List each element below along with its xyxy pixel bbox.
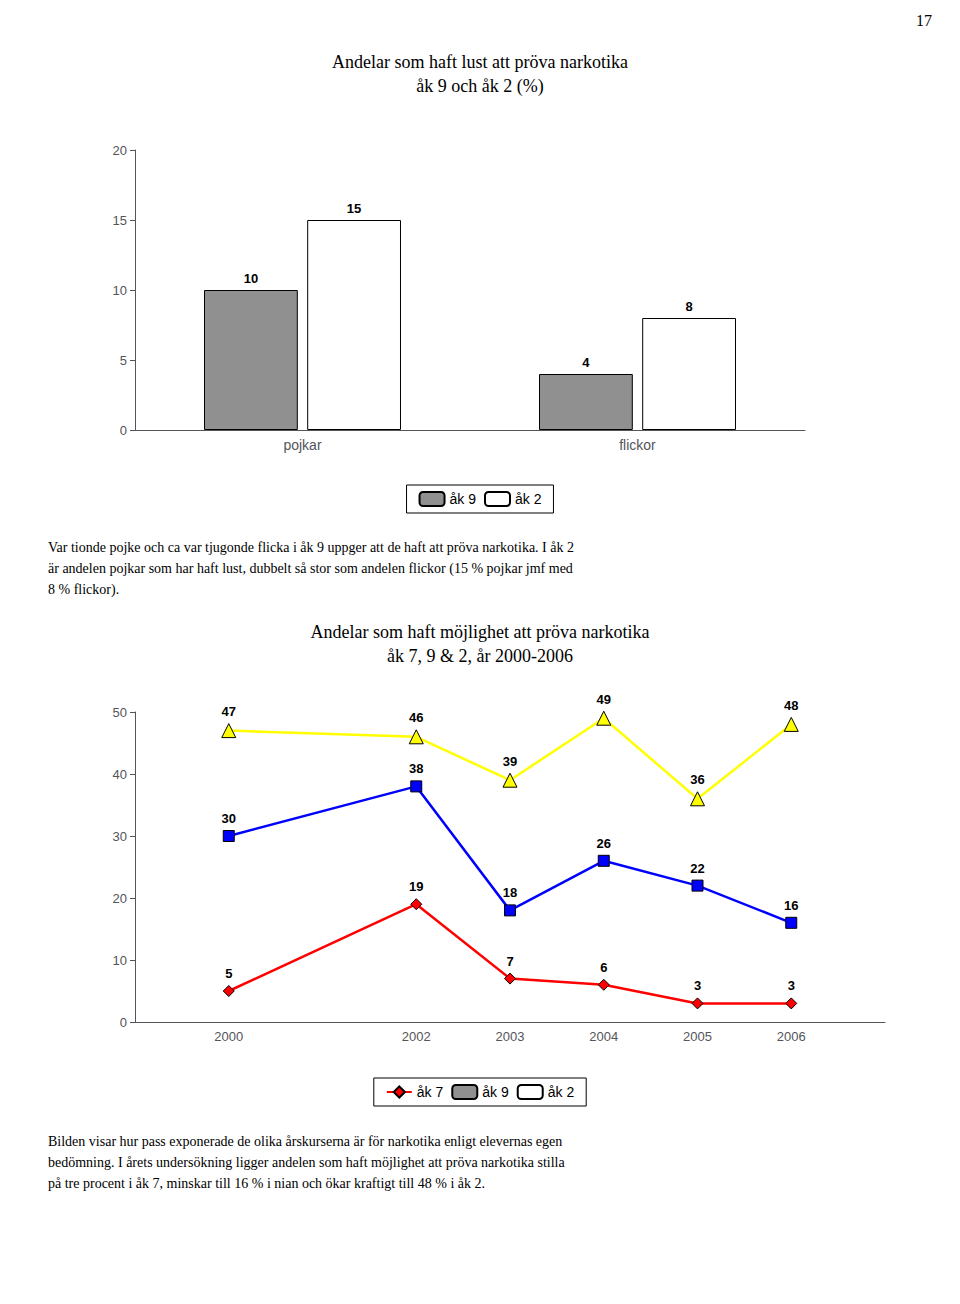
svg-text:Var tionde pojke och ca var tj: Var tionde pojke och ca var tjugonde fli… <box>48 540 574 555</box>
svg-text:pojkar: pojkar <box>283 437 321 453</box>
svg-text:15: 15 <box>347 201 361 216</box>
svg-text:48: 48 <box>784 698 798 713</box>
svg-text:Andelar som haft lust att pröv: Andelar som haft lust att pröva narkotik… <box>332 52 628 72</box>
svg-text:8: 8 <box>685 299 692 314</box>
svg-text:49: 49 <box>597 692 611 707</box>
svg-text:åk 9: åk 9 <box>450 491 477 507</box>
svg-text:2002: 2002 <box>402 1029 431 1044</box>
svg-text:2000: 2000 <box>214 1029 243 1044</box>
svg-text:15: 15 <box>113 213 127 228</box>
svg-text:19: 19 <box>409 879 423 894</box>
svg-text:10: 10 <box>113 953 127 968</box>
svg-text:Andelar som haft möjlighet att: Andelar som haft möjlighet att pröva nar… <box>311 622 650 642</box>
svg-text:7: 7 <box>506 954 513 969</box>
svg-text:46: 46 <box>409 710 423 725</box>
svg-text:2004: 2004 <box>589 1029 618 1044</box>
svg-text:4: 4 <box>582 355 590 370</box>
svg-text:6: 6 <box>600 960 607 975</box>
svg-text:2005: 2005 <box>683 1029 712 1044</box>
svg-text:26: 26 <box>597 836 611 851</box>
svg-text:8 % flickor).: 8 % flickor). <box>48 582 119 598</box>
svg-text:10: 10 <box>244 271 258 286</box>
svg-text:50: 50 <box>113 705 127 720</box>
svg-text:åk 9 och åk 2 (%): åk 9 och åk 2 (%) <box>416 76 543 97</box>
svg-text:åk 2: åk 2 <box>515 491 542 507</box>
svg-text:bedömning. I årets undersöknin: bedömning. I årets undersökning ligger a… <box>48 1155 565 1170</box>
svg-text:5: 5 <box>225 966 232 981</box>
svg-text:20: 20 <box>113 891 127 906</box>
svg-text:30: 30 <box>222 811 236 826</box>
svg-text:17: 17 <box>916 12 932 29</box>
svg-text:2006: 2006 <box>777 1029 806 1044</box>
svg-text:40: 40 <box>113 767 127 782</box>
svg-text:åk 9: åk 9 <box>482 1084 509 1100</box>
svg-text:39: 39 <box>503 754 517 769</box>
svg-text:5: 5 <box>120 353 127 368</box>
svg-text:åk 2: åk 2 <box>548 1084 575 1100</box>
svg-text:3: 3 <box>788 978 795 993</box>
svg-text:16: 16 <box>784 898 798 913</box>
svg-text:20: 20 <box>113 143 127 158</box>
svg-text:0: 0 <box>120 1015 127 1030</box>
svg-text:38: 38 <box>409 761 423 776</box>
svg-text:3: 3 <box>694 978 701 993</box>
svg-text:Bilden visar hur pass exponera: Bilden visar hur pass exponerade de olik… <box>48 1134 562 1149</box>
svg-text:på tre procent i åk 7, minskar: på tre procent i åk 7, minskar till 16 %… <box>48 1176 485 1191</box>
svg-text:är andelen pojkar som har haft: är andelen pojkar som har haft lust, dub… <box>48 561 573 577</box>
svg-text:22: 22 <box>690 861 704 876</box>
svg-text:flickor: flickor <box>619 437 656 453</box>
svg-text:30: 30 <box>113 829 127 844</box>
svg-text:åk 7: åk 7 <box>417 1084 444 1100</box>
svg-text:47: 47 <box>222 704 236 719</box>
svg-text:36: 36 <box>690 772 704 787</box>
svg-text:2003: 2003 <box>496 1029 525 1044</box>
svg-text:0: 0 <box>120 423 127 438</box>
svg-text:åk 7, 9 & 2, år 2000-2006: åk 7, 9 & 2, år 2000-2006 <box>387 646 573 666</box>
svg-text:10: 10 <box>113 283 127 298</box>
svg-text:18: 18 <box>503 885 517 900</box>
